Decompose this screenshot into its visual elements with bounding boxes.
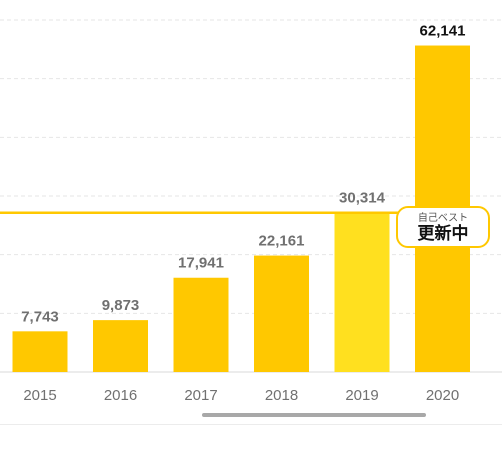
value-label-2020: 62,141 bbox=[420, 23, 466, 40]
x-tick-label-2018: 2018 bbox=[265, 387, 298, 404]
updating-label: 更新中 bbox=[417, 224, 469, 244]
bar-2015 bbox=[12, 331, 68, 372]
value-labels: 7,743 9,873 17,941 22,161 30,314 62,141 bbox=[21, 23, 465, 326]
horizontal-scrollbar[interactable] bbox=[202, 413, 426, 417]
x-tick-label-2020: 2020 bbox=[426, 387, 459, 404]
x-tick-label-2017: 2017 bbox=[184, 387, 217, 404]
personal-best-caption: 自己ベスト bbox=[417, 213, 469, 224]
bar-2018 bbox=[254, 255, 309, 372]
x-axis-tick-labels: 2015 2016 2017 2018 2019 2020 bbox=[23, 387, 459, 404]
value-label-2015: 7,743 bbox=[21, 308, 59, 325]
bar-2016 bbox=[93, 320, 148, 372]
bar-2017 bbox=[173, 277, 229, 372]
x-tick-label-2016: 2016 bbox=[104, 387, 137, 404]
value-label-2017: 17,941 bbox=[178, 255, 224, 272]
value-label-2019: 30,314 bbox=[339, 190, 386, 207]
value-label-2016: 9,873 bbox=[102, 297, 140, 314]
x-tick-label-2015: 2015 bbox=[23, 387, 56, 404]
bar-2019 bbox=[334, 212, 390, 372]
personal-best-badge: 自己ベスト 更新中 bbox=[396, 206, 490, 248]
bottom-divider bbox=[0, 424, 502, 425]
value-label-2018: 22,161 bbox=[259, 233, 305, 250]
x-tick-label-2019: 2019 bbox=[345, 387, 378, 404]
